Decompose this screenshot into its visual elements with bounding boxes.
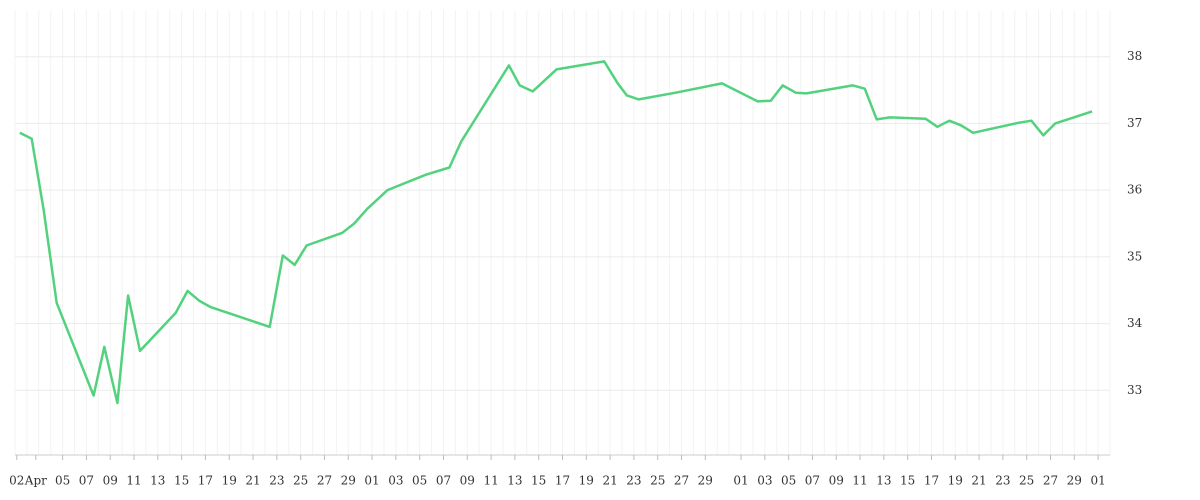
x-tick-label: 13 xyxy=(507,474,522,488)
y-tick-label: 34 xyxy=(1127,316,1143,330)
x-tick-label: 02 xyxy=(9,474,24,488)
x-tick-label: 29 xyxy=(341,474,356,488)
x-tick-label: 29 xyxy=(1067,474,1082,488)
x-tick-label: 15 xyxy=(900,474,915,488)
x-tick-label: Apr xyxy=(24,474,47,488)
x-tick-label: 27 xyxy=(317,474,332,488)
x-tick-label: 11 xyxy=(852,474,867,488)
x-tick-label: 11 xyxy=(483,474,498,488)
price-line xyxy=(19,60,1093,405)
x-tick-label: 21 xyxy=(971,474,986,488)
x-tick-label: 07 xyxy=(436,474,451,488)
y-tick-label: 35 xyxy=(1127,249,1142,263)
x-tick-label: 21 xyxy=(245,474,260,488)
x-tick-label: 07 xyxy=(805,474,820,488)
x-tick-label: 13 xyxy=(150,474,165,488)
x-tick-label: 09 xyxy=(460,474,475,488)
x-tick-label: 15 xyxy=(174,474,189,488)
x-tick-label: 23 xyxy=(626,474,641,488)
x-tick-label: 01 xyxy=(733,474,748,488)
x-tick-label: 01 xyxy=(364,474,379,488)
x-tick-label: 21 xyxy=(602,474,617,488)
x-tick-label: 15 xyxy=(531,474,546,488)
x-tick-label: 05 xyxy=(781,474,796,488)
x-tick-label: 11 xyxy=(126,474,141,488)
x-tick-label: 27 xyxy=(674,474,689,488)
x-tick-label: 03 xyxy=(757,474,772,488)
x-tick-label: 23 xyxy=(995,474,1010,488)
x-tick-label: 17 xyxy=(555,474,570,488)
x-tick-label: 05 xyxy=(412,474,427,488)
y-tick-label: 36 xyxy=(1127,183,1142,197)
x-tick-label: 23 xyxy=(269,474,284,488)
x-tick-label: 19 xyxy=(222,474,237,488)
x-tick-label: 01 xyxy=(1090,474,1105,488)
x-tick-label: 17 xyxy=(198,474,213,488)
x-tick-label: 09 xyxy=(103,474,118,488)
x-tick-label: 09 xyxy=(829,474,844,488)
x-tick-label: 27 xyxy=(1043,474,1058,488)
x-tick-label: 25 xyxy=(650,474,665,488)
y-tick-label: 37 xyxy=(1127,116,1142,130)
x-tick-label: 05 xyxy=(55,474,70,488)
x-tick-label: 19 xyxy=(948,474,963,488)
y-tick-label: 38 xyxy=(1127,49,1142,63)
y-tick-label: 33 xyxy=(1127,383,1142,397)
x-tick-label: 25 xyxy=(293,474,308,488)
x-tick-label: 13 xyxy=(876,474,891,488)
x-tick-label: 25 xyxy=(1019,474,1034,488)
x-tick-label: 29 xyxy=(698,474,713,488)
x-tick-label: 07 xyxy=(79,474,94,488)
x-tick-label: 17 xyxy=(924,474,939,488)
x-tick-label: 19 xyxy=(579,474,594,488)
x-tick-label: 03 xyxy=(388,474,403,488)
